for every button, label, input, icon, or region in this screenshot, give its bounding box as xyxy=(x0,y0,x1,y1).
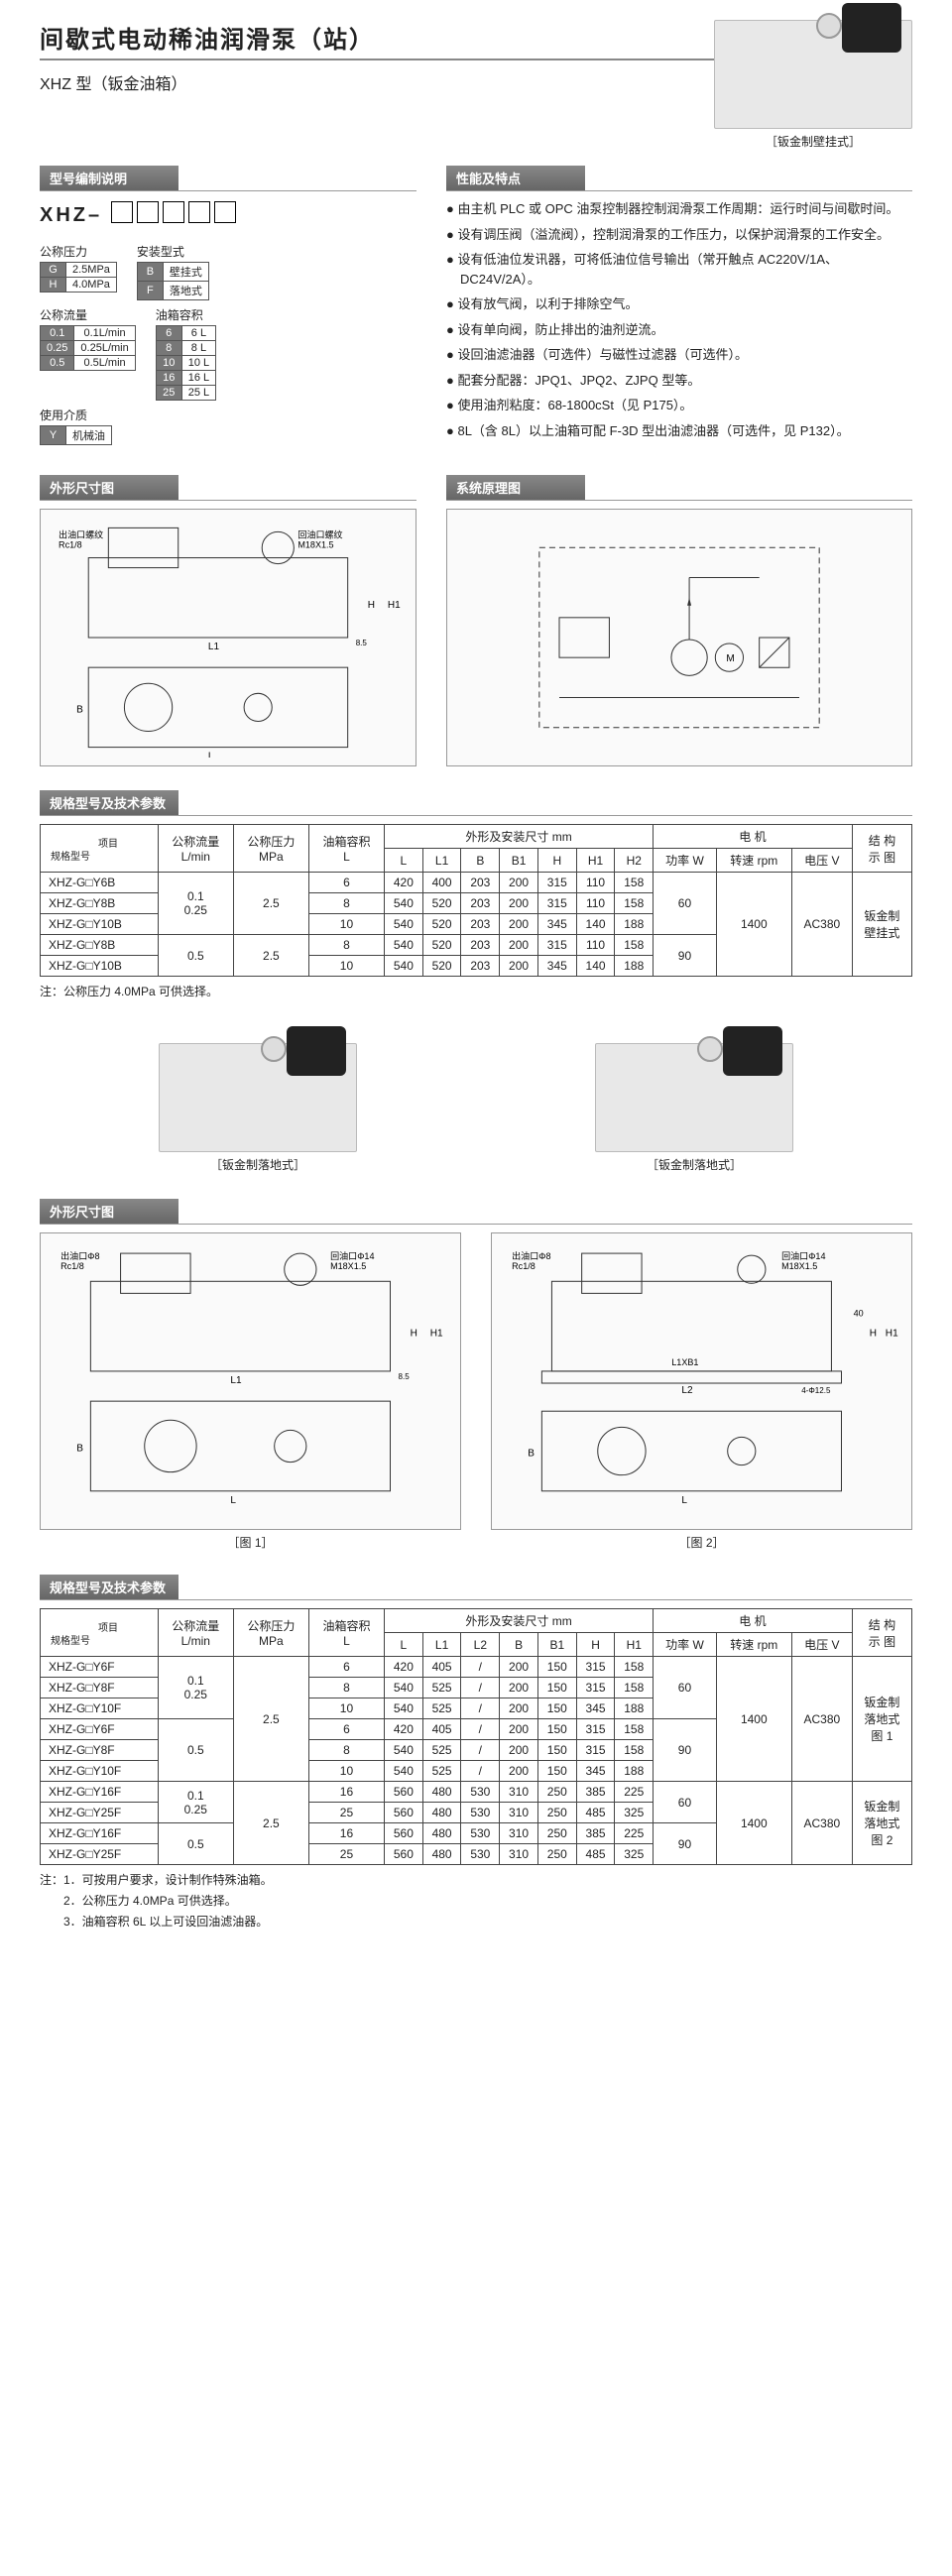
svg-text:4-Φ12.5: 4-Φ12.5 xyxy=(801,1386,831,1395)
photo-caption-2: ［钣金制落地式］ xyxy=(159,1156,357,1173)
svg-text:40: 40 xyxy=(854,1309,864,1319)
field-flow: 公称流量 xyxy=(40,306,136,323)
svg-text:Rc1/8: Rc1/8 xyxy=(60,1261,84,1271)
svg-text:M18X1.5: M18X1.5 xyxy=(781,1261,817,1271)
svg-text:Rc1/8: Rc1/8 xyxy=(512,1261,536,1271)
model-prefix: XHZ– xyxy=(40,201,416,227)
svg-text:H1: H1 xyxy=(388,600,401,611)
svg-text:回油口螺纹: 回油口螺纹 xyxy=(298,528,342,539)
svg-text:B: B xyxy=(528,1449,535,1460)
svg-text:H1: H1 xyxy=(430,1329,443,1340)
field-tank: 油箱容积 xyxy=(156,306,216,323)
spec-header-2: 规格型号及技术参数 xyxy=(40,1575,178,1599)
product-photo-1 xyxy=(714,20,912,129)
page-subtitle: XHZ 型（钣金油箱） xyxy=(40,70,714,94)
svg-text:H: H xyxy=(368,600,375,611)
spec2-notes: 注：1．可按用户要求，设计制作特殊油箱。 2．公称压力 4.0MPa 可供选择。… xyxy=(40,1871,912,1930)
features-list: 由主机 PLC 或 OPC 油泵控制器控制润滑泵工作周期：运行时间与间歇时间。设… xyxy=(446,199,912,440)
spec1-note: 注：公称压力 4.0MPa 可供选择。 xyxy=(40,983,912,999)
svg-text:L1: L1 xyxy=(208,642,220,652)
svg-text:出油口螺纹: 出油口螺纹 xyxy=(59,528,103,539)
svg-text:回油口Φ14: 回油口Φ14 xyxy=(781,1250,825,1261)
spec-table-1: 项目规格型号公称流量L/min公称压力MPa油箱容积L外形及安装尺寸 mm电 机… xyxy=(40,824,912,977)
svg-text:Rc1/8: Rc1/8 xyxy=(59,540,82,550)
svg-text:L: L xyxy=(681,1495,687,1506)
encoding-header: 型号编制说明 xyxy=(40,166,178,190)
sys-header: 系统原理图 xyxy=(446,475,585,500)
product-photo-3 xyxy=(595,1043,793,1152)
page-title: 间歇式电动稀油润滑泵（站） xyxy=(40,20,714,55)
photo-caption-3: ［钣金制落地式］ xyxy=(595,1156,793,1173)
svg-text:回油口Φ14: 回油口Φ14 xyxy=(330,1250,374,1261)
svg-text:L: L xyxy=(230,1495,236,1506)
tank-table: 66 L88 L1010 L1616 L2525 L xyxy=(156,325,216,401)
mount-table: B壁挂式F落地式 xyxy=(137,262,209,300)
dimension-diagram-fig2: 出油口Φ8 Rc1/8 回油口Φ14 M18X1.5 40 H H1 L1XB1… xyxy=(491,1232,912,1530)
dimension-diagram-1: 出油口螺纹 Rc1/8 回油口螺纹 M18X1.5 L1 H H1 8.5 L … xyxy=(40,509,416,766)
flow-table: 0.10.1L/min0.250.25L/min0.50.5L/min xyxy=(40,325,136,371)
media-table: Y机械油 xyxy=(40,425,112,445)
svg-text:H1: H1 xyxy=(886,1329,898,1340)
dim-header-1: 外形尺寸图 xyxy=(40,475,178,500)
svg-text:H: H xyxy=(411,1329,417,1340)
system-diagram: M xyxy=(446,509,912,766)
svg-text:出油口Φ8: 出油口Φ8 xyxy=(60,1250,99,1261)
spec-header-1: 规格型号及技术参数 xyxy=(40,790,178,815)
svg-text:8.5: 8.5 xyxy=(356,639,368,647)
svg-text:M18X1.5: M18X1.5 xyxy=(298,540,333,550)
features-header: 性能及特点 xyxy=(446,166,585,190)
product-photo-2 xyxy=(159,1043,357,1152)
spec-table-2: 项目规格型号公称流量L/min公称压力MPa油箱容积L外形及安装尺寸 mm电 机… xyxy=(40,1608,912,1865)
svg-text:H: H xyxy=(870,1329,877,1340)
field-pressure: 公称压力 xyxy=(40,243,117,260)
field-media: 使用介质 xyxy=(40,407,112,423)
svg-text:B: B xyxy=(76,1444,83,1455)
pressure-table: G2.5MPaH4.0MPa xyxy=(40,262,117,293)
fig1-label: ［图 1］ xyxy=(40,1534,461,1551)
svg-text:8.5: 8.5 xyxy=(399,1372,411,1381)
svg-text:L: L xyxy=(208,752,214,758)
fig2-label: ［图 2］ xyxy=(491,1534,912,1551)
photo-caption-1: ［钣金制壁挂式］ xyxy=(714,133,912,150)
svg-text:B: B xyxy=(76,704,83,715)
svg-text:出油口Φ8: 出油口Φ8 xyxy=(512,1250,550,1261)
dim-header-2: 外形尺寸图 xyxy=(40,1199,178,1224)
svg-text:L2: L2 xyxy=(681,1385,693,1396)
svg-text:L1: L1 xyxy=(230,1375,242,1386)
dimension-diagram-fig1: 出油口Φ8 Rc1/8 回油口Φ14 M18X1.5 L1 H H1 8.5 L… xyxy=(40,1232,461,1530)
svg-text:M18X1.5: M18X1.5 xyxy=(330,1261,366,1271)
svg-text:M: M xyxy=(726,653,734,664)
svg-text:L1XB1: L1XB1 xyxy=(671,1357,698,1367)
field-mount: 安装型式 xyxy=(137,243,209,260)
